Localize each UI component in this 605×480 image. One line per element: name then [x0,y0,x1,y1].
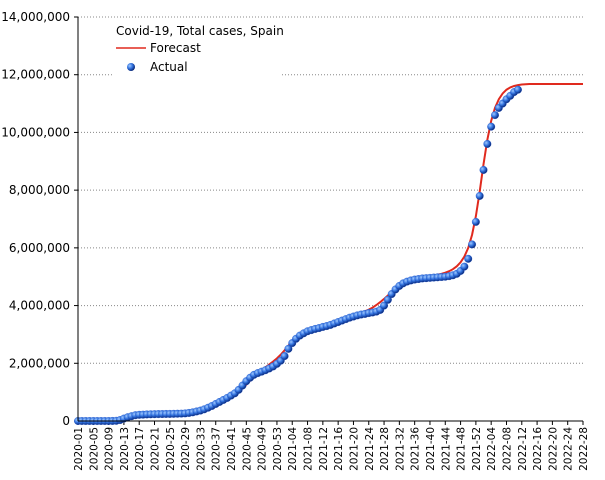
actual-point [487,122,496,131]
actual-point [380,301,389,310]
actual-point [468,240,477,249]
x-tick-label: 2021-44 [440,427,452,471]
actual-point [491,111,499,120]
actual-point [475,191,484,200]
y-tick-label: 4,000,000 [9,299,70,313]
x-tick-label: 2020-17 [134,427,146,471]
y-tick-label: 14,000,000 [1,10,70,24]
x-tick-label: 2020-49 [257,427,269,471]
y-tick-label: 0 [62,414,70,428]
actual-point [479,165,488,174]
actual-point [471,217,480,226]
x-tick-label: 2022-12 [517,427,529,471]
y-tick-label: 12,000,000 [1,68,70,82]
y-tick-label: 8,000,000 [9,183,70,197]
x-tick-label: 2020-21 [150,427,162,471]
y-tick-label: 2,000,000 [9,356,70,370]
legend-label: Actual [150,60,188,74]
x-tick-label: 2021-52 [471,427,483,471]
actual-point [514,85,522,94]
x-tick-label: 2021-08 [303,427,315,471]
x-tick-label: 2022-16 [532,427,544,471]
x-tick-label: 2020-45 [241,427,253,471]
actual-point [460,262,469,271]
x-tick-label: 2020-13 [119,427,131,471]
x-tick-label: 2021-16 [333,427,345,471]
x-tick-label: 2020-25 [165,427,177,471]
legend-box [112,20,282,80]
x-tick-label: 2021-04 [287,427,299,471]
legend-swatch [127,63,135,71]
x-tick-label: 2021-24 [364,427,376,471]
actual-point [383,295,392,304]
actual-point [284,344,293,353]
x-tick-label: 2021-32 [394,427,406,471]
x-tick-label: 2021-36 [410,427,422,471]
legend-label: Forecast [150,41,201,55]
x-tick-label: 2022-20 [547,427,559,471]
y-tick-label: 10,000,000 [1,125,70,139]
x-tick-label: 2020-37 [211,427,223,471]
x-tick-label: 2022-04 [486,427,498,471]
actual-point [280,352,289,361]
x-tick-label: 2020-33 [195,427,207,471]
y-tick-label: 6,000,000 [9,241,70,255]
plot [74,82,583,425]
actual-point [464,254,473,263]
x-tick-label: 2021-20 [348,427,360,471]
x-tick-label: 2020-05 [88,427,100,471]
x-tick-label: 2022-08 [501,427,513,471]
x-tick-label: 2021-48 [456,427,468,471]
x-tick-label: 2021-40 [425,427,437,471]
legend: Forecast Actual [116,41,201,74]
forecast-line [78,82,583,422]
x-tick-label: 2020-29 [180,427,192,471]
x-tick-label: 2020-53 [272,427,284,471]
x-tick-label: 2021-12 [318,427,330,471]
x-tick-label: 2021-28 [379,427,391,471]
x-tick-label: 2020-01 [73,427,85,471]
x-tick-label: 2022-28 [578,427,590,471]
x-tick-label: 2022-24 [563,427,575,471]
actual-point [483,140,492,148]
x-tick-label: 2020-41 [226,427,238,471]
chart-title: Covid-19, Total cases, Spain [116,24,284,38]
x-tick-label: 2020-09 [104,427,116,471]
